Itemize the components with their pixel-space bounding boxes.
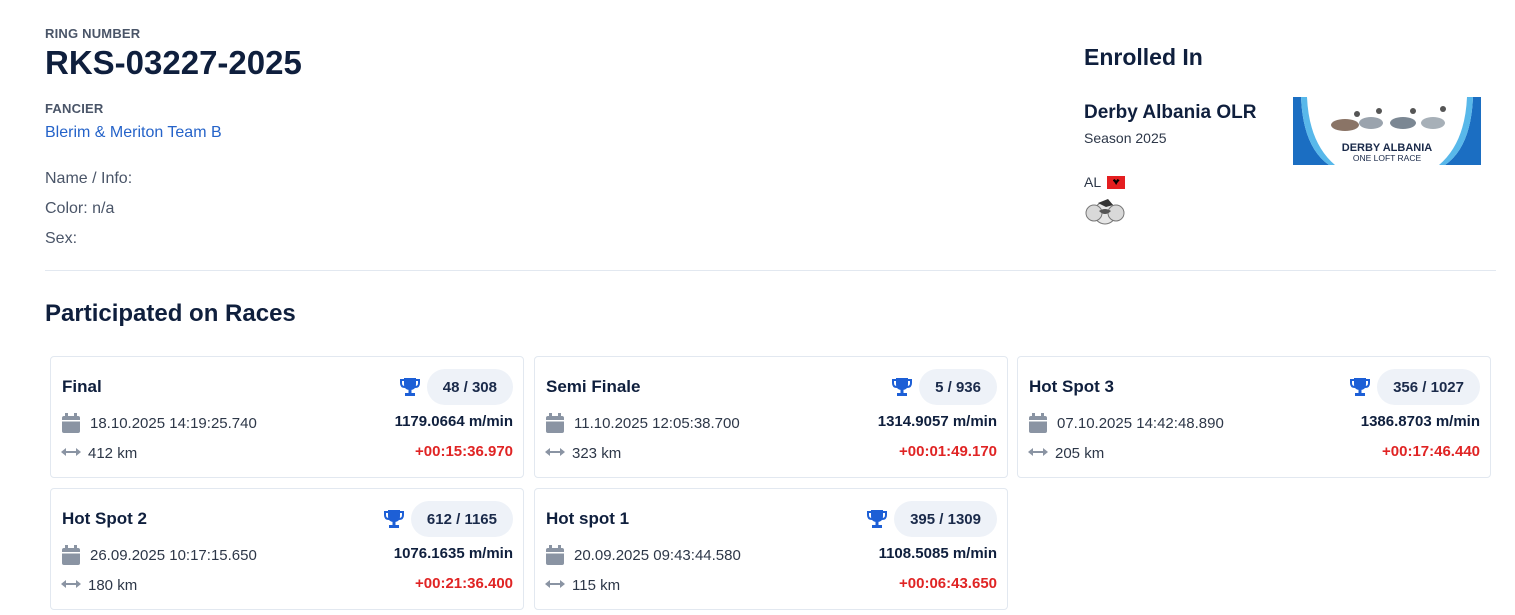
rank-badge: 5 / 936 [919, 369, 997, 405]
race-delta: +00:21:36.400 [415, 575, 513, 592]
trophy-icon [384, 510, 404, 528]
race-card-5[interactable]: Hot spot 1 395 / 1309 20.09.2025 09:43:4… [534, 488, 1008, 610]
rank-badge: 48 / 308 [426, 369, 513, 405]
calendar-icon [546, 545, 564, 565]
calendar-icon [62, 545, 80, 565]
calendar-icon [1029, 413, 1047, 433]
race-distance: 115 km [572, 577, 621, 594]
arrows-horizontal-icon [545, 580, 565, 588]
race-card-title: Semi Finale [546, 377, 641, 396]
calendar-icon [62, 413, 80, 433]
race-datetime: 26.09.2025 10:17:15.650 [90, 547, 257, 564]
race-delta: +00:15:36.970 [415, 443, 513, 460]
trophy-icon [867, 510, 887, 528]
race-speed: 1179.0664 m/min [394, 413, 513, 430]
ring-number: RKS-03227-2025 [45, 44, 302, 81]
name-info-row: Name / Info: [45, 170, 132, 188]
logo-line1: DERBY ALBANIA [1342, 142, 1433, 154]
enrolled-title: Enrolled In [1084, 44, 1203, 70]
ring-number-label: RING NUMBER [45, 26, 141, 41]
color-label: Color: [45, 200, 88, 217]
country: AL [1084, 174, 1126, 190]
rank-badge: 612 / 1165 [410, 501, 513, 537]
race-card-3[interactable]: Hot Spot 3 356 / 1027 07.10.2025 14:42:4… [1017, 356, 1491, 478]
trophy-icon [400, 378, 420, 396]
enrolled-season: Season 2025 [1084, 130, 1167, 146]
race-speed: 1108.5085 m/min [878, 545, 997, 562]
race-card-1[interactable]: Final 48 / 308 18.10.2025 14:19:25.740 1… [50, 356, 524, 478]
race-datetime: 18.10.2025 14:19:25.740 [90, 415, 257, 432]
albania-flag-icon [1107, 175, 1126, 189]
color-value: n/a [92, 200, 115, 217]
calendar-icon [546, 413, 564, 433]
race-card-title: Final [62, 377, 102, 396]
race-card-4[interactable]: Hot Spot 2 612 / 1165 26.09.2025 10:17:1… [50, 488, 524, 610]
arrows-horizontal-icon [545, 448, 565, 456]
logo-line2: ONE LOFT RACE [1353, 153, 1422, 163]
country-code: AL [1084, 174, 1102, 190]
race-card-title: Hot Spot 3 [1029, 377, 1114, 396]
race-delta: +00:17:46.440 [1382, 443, 1480, 460]
sex-row: Sex: [45, 230, 77, 248]
rank-badge: 395 / 1309 [894, 501, 997, 537]
fancier-label: FANCIER [45, 101, 104, 116]
race-card-title: Hot Spot 2 [62, 509, 147, 528]
arrows-horizontal-icon [1028, 448, 1048, 456]
color-row: Color: n/a [45, 200, 114, 218]
race-delta: +00:01:49.170 [899, 443, 997, 460]
fancier-link[interactable]: Blerim & Meriton Team B [45, 124, 222, 141]
race-datetime: 20.09.2025 09:43:44.580 [574, 547, 741, 564]
rank-badge: 356 / 1027 [1377, 369, 1480, 405]
derby-albania-logo[interactable]: DERBY ALBANIA ONE LOFT RACE [1293, 97, 1481, 167]
race-distance: 412 km [88, 445, 138, 462]
race-speed: 1076.1635 m/min [393, 545, 513, 562]
race-datetime: 11.10.2025 12:05:38.700 [574, 415, 740, 432]
race-speed: 1386.8703 m/min [1360, 413, 1480, 430]
sex-label: Sex: [45, 230, 78, 247]
divider [45, 270, 1496, 271]
race-distance: 205 km [1055, 445, 1105, 462]
race-speed: 1314.9057 m/min [877, 413, 997, 430]
race-card-title: Hot spot 1 [546, 509, 630, 528]
enrolled-race-name[interactable]: Derby Albania OLR [1084, 102, 1257, 123]
name-info-label: Name / Info: [45, 170, 133, 187]
race-datetime: 07.10.2025 14:42:48.890 [1057, 415, 1224, 432]
arrows-horizontal-icon [61, 448, 81, 456]
trophy-icon [892, 378, 912, 396]
globe-pigeon-icon [1085, 199, 1125, 225]
race-distance: 323 km [572, 445, 622, 462]
trophy-icon [1350, 378, 1370, 396]
section-title: Participated on Races [45, 300, 296, 327]
race-distance: 180 km [88, 577, 138, 594]
race-card-2[interactable]: Semi Finale 5 / 936 11.10.2025 12:05:38.… [534, 356, 1008, 478]
race-delta: +00:06:43.650 [899, 575, 997, 592]
arrows-horizontal-icon [61, 580, 81, 588]
